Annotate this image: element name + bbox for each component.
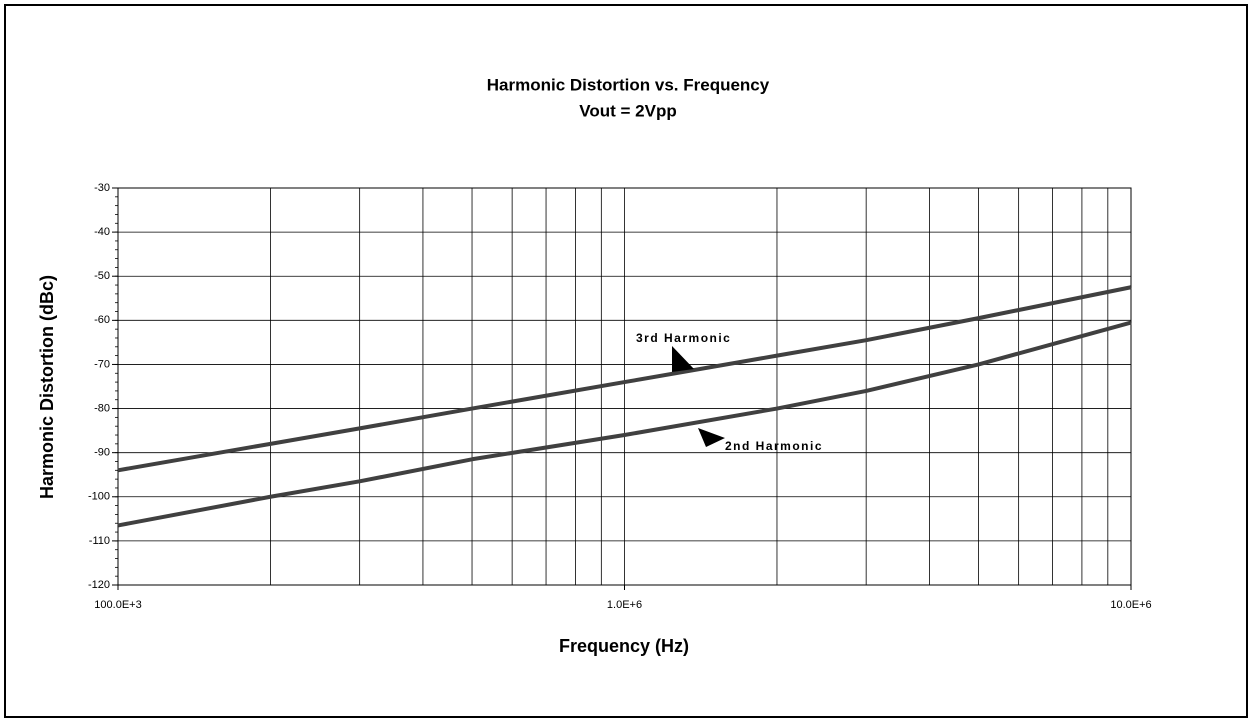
annotation: 2nd Harmonic bbox=[725, 439, 823, 453]
x-axis-label: Frequency (Hz) bbox=[559, 636, 689, 656]
chart-title: Harmonic Distortion vs. Frequency bbox=[487, 75, 770, 94]
annotation-arrow bbox=[672, 346, 694, 372]
y-tick-label: -100 bbox=[88, 491, 110, 503]
annotation: 3rd Harmonic bbox=[636, 331, 731, 345]
x-tick-label: 10.0E+6 bbox=[1110, 599, 1151, 611]
y-tick-label: -70 bbox=[94, 358, 110, 370]
y-tick-label: -80 bbox=[94, 402, 110, 414]
chart-border bbox=[4, 4, 1248, 718]
x-tick-label: 100.0E+3 bbox=[94, 599, 141, 611]
y-tick-label: -60 bbox=[94, 314, 110, 326]
y-tick-label: -50 bbox=[94, 270, 110, 282]
y-tick-label: -110 bbox=[89, 535, 110, 547]
plot-frame bbox=[117, 187, 1132, 586]
chart-subtitle: Vout = 2Vpp bbox=[579, 101, 676, 120]
y-tick-label: -90 bbox=[94, 447, 110, 459]
y-tick-label: -120 bbox=[88, 579, 110, 591]
y-axis-label: Harmonic Distortion (dBc) bbox=[37, 275, 57, 499]
line-series bbox=[117, 285, 1132, 473]
x-tick-label: 1.0E+6 bbox=[607, 599, 642, 611]
line-series bbox=[117, 320, 1132, 528]
annotation-arrow bbox=[698, 428, 725, 447]
y-tick-label: -30 bbox=[94, 182, 110, 194]
y-tick-label: -40 bbox=[94, 226, 110, 238]
